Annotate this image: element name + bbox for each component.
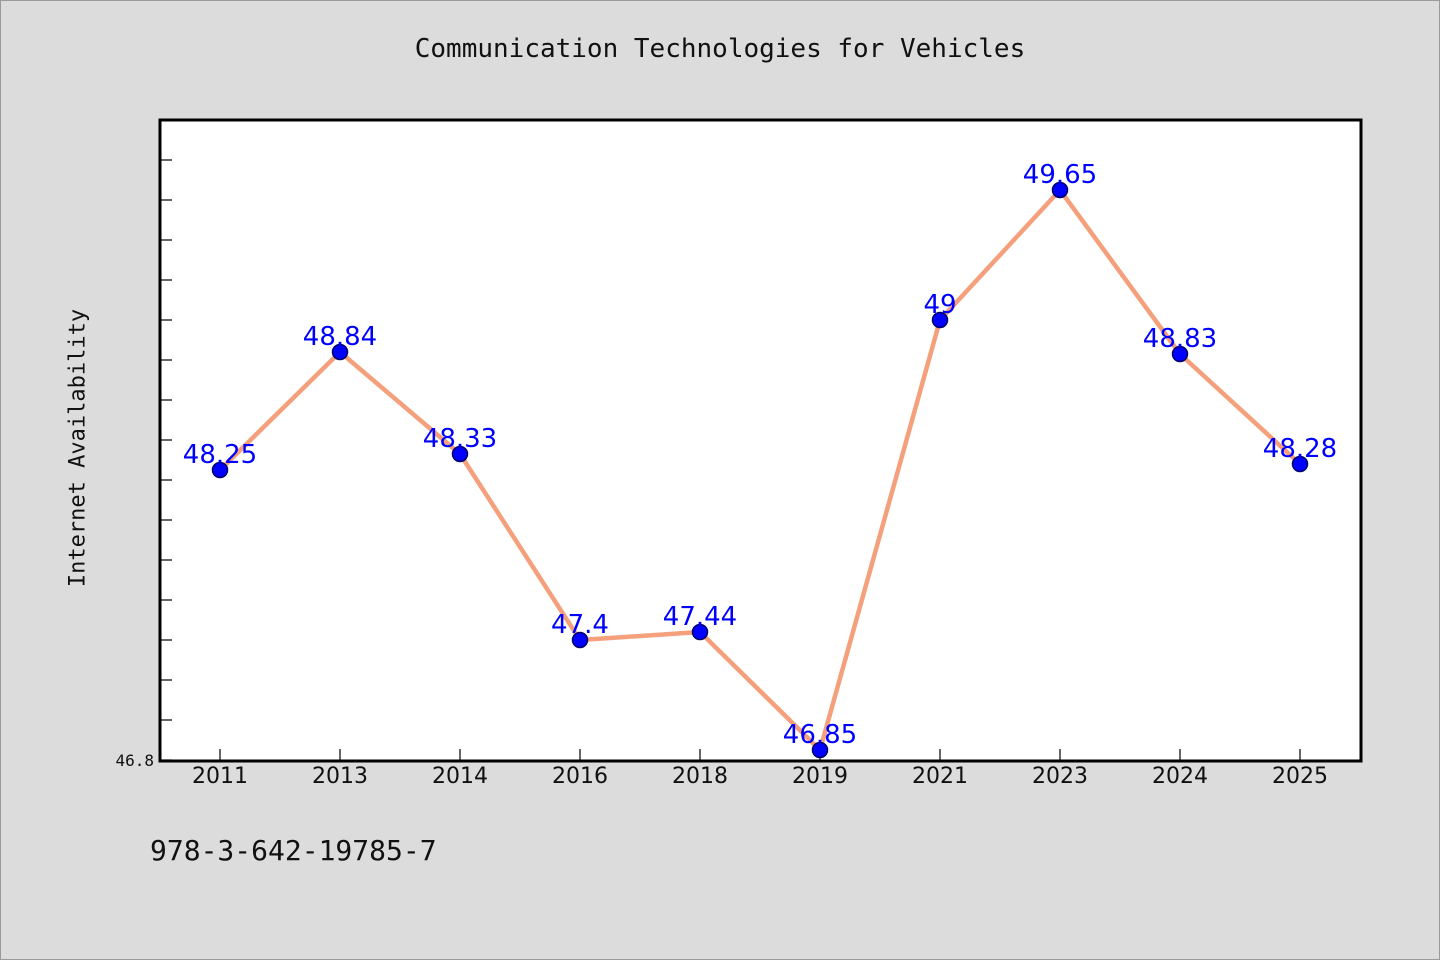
data-label-2013: 48.84: [303, 322, 377, 352]
data-point-2023: [1051, 181, 1069, 199]
data-label-2025: 48.28: [1263, 434, 1337, 464]
data-point-2025: [1291, 455, 1309, 473]
data-point-2021: [931, 311, 949, 329]
isbn-text: 978-3-642-19785-7: [150, 834, 437, 867]
data-point-2011: [211, 461, 229, 479]
data-label-2021: 49: [923, 290, 956, 320]
plot-area: [158, 118, 1363, 763]
data-label-2024: 48.83: [1143, 324, 1217, 354]
data-point-2013: [331, 343, 349, 361]
x-tick-label-2018: 2018: [672, 764, 728, 789]
series-line-group: [218, 187, 1302, 753]
y-tick-label: 46.8: [115, 751, 154, 770]
x-tick-label-2013: 2013: [312, 764, 368, 789]
data-point-2018: [691, 623, 709, 641]
x-tick-label-2023: 2023: [1032, 764, 1088, 789]
x-tick-label-2024: 2024: [1152, 764, 1208, 789]
x-axis-ticks: 2011 2013 2014 2016 2018 2019 2021 2023 2024 2025: [192, 749, 1328, 789]
data-point-2014: [451, 445, 469, 463]
data-labels-group: 48.25 48.84 48.33 47.4 47.44 46.85 49 49.65 48.8…: [183, 160, 1337, 750]
data-point-2024: [1171, 345, 1189, 363]
x-tick-label-2021: 2021: [912, 764, 968, 789]
markers-group: [211, 181, 1309, 759]
data-label-2014: 48.33: [423, 424, 497, 454]
data-label-2016: 47.4: [551, 610, 609, 640]
x-tick-label-2014: 2014: [432, 764, 488, 789]
x-tick-label-2019: 2019: [792, 764, 848, 789]
series-line: [218, 187, 1302, 753]
x-tick-label-2011: 2011: [192, 764, 248, 789]
y-axis-ticks: 46.8: [115, 159, 172, 770]
data-label-2023: 49.65: [1023, 160, 1097, 190]
data-label-2019: 46.85: [783, 720, 857, 750]
data-point-2016: [571, 631, 589, 649]
data-point-2019: [811, 741, 829, 759]
data-label-2011: 48.25: [183, 440, 257, 470]
data-label-2018: 47.44: [663, 602, 737, 632]
chart-title: Communication Technologies for Vehicles: [414, 34, 1026, 64]
x-tick-label-2016: 2016: [552, 764, 608, 789]
x-tick-label-2025: 2025: [1272, 764, 1328, 789]
